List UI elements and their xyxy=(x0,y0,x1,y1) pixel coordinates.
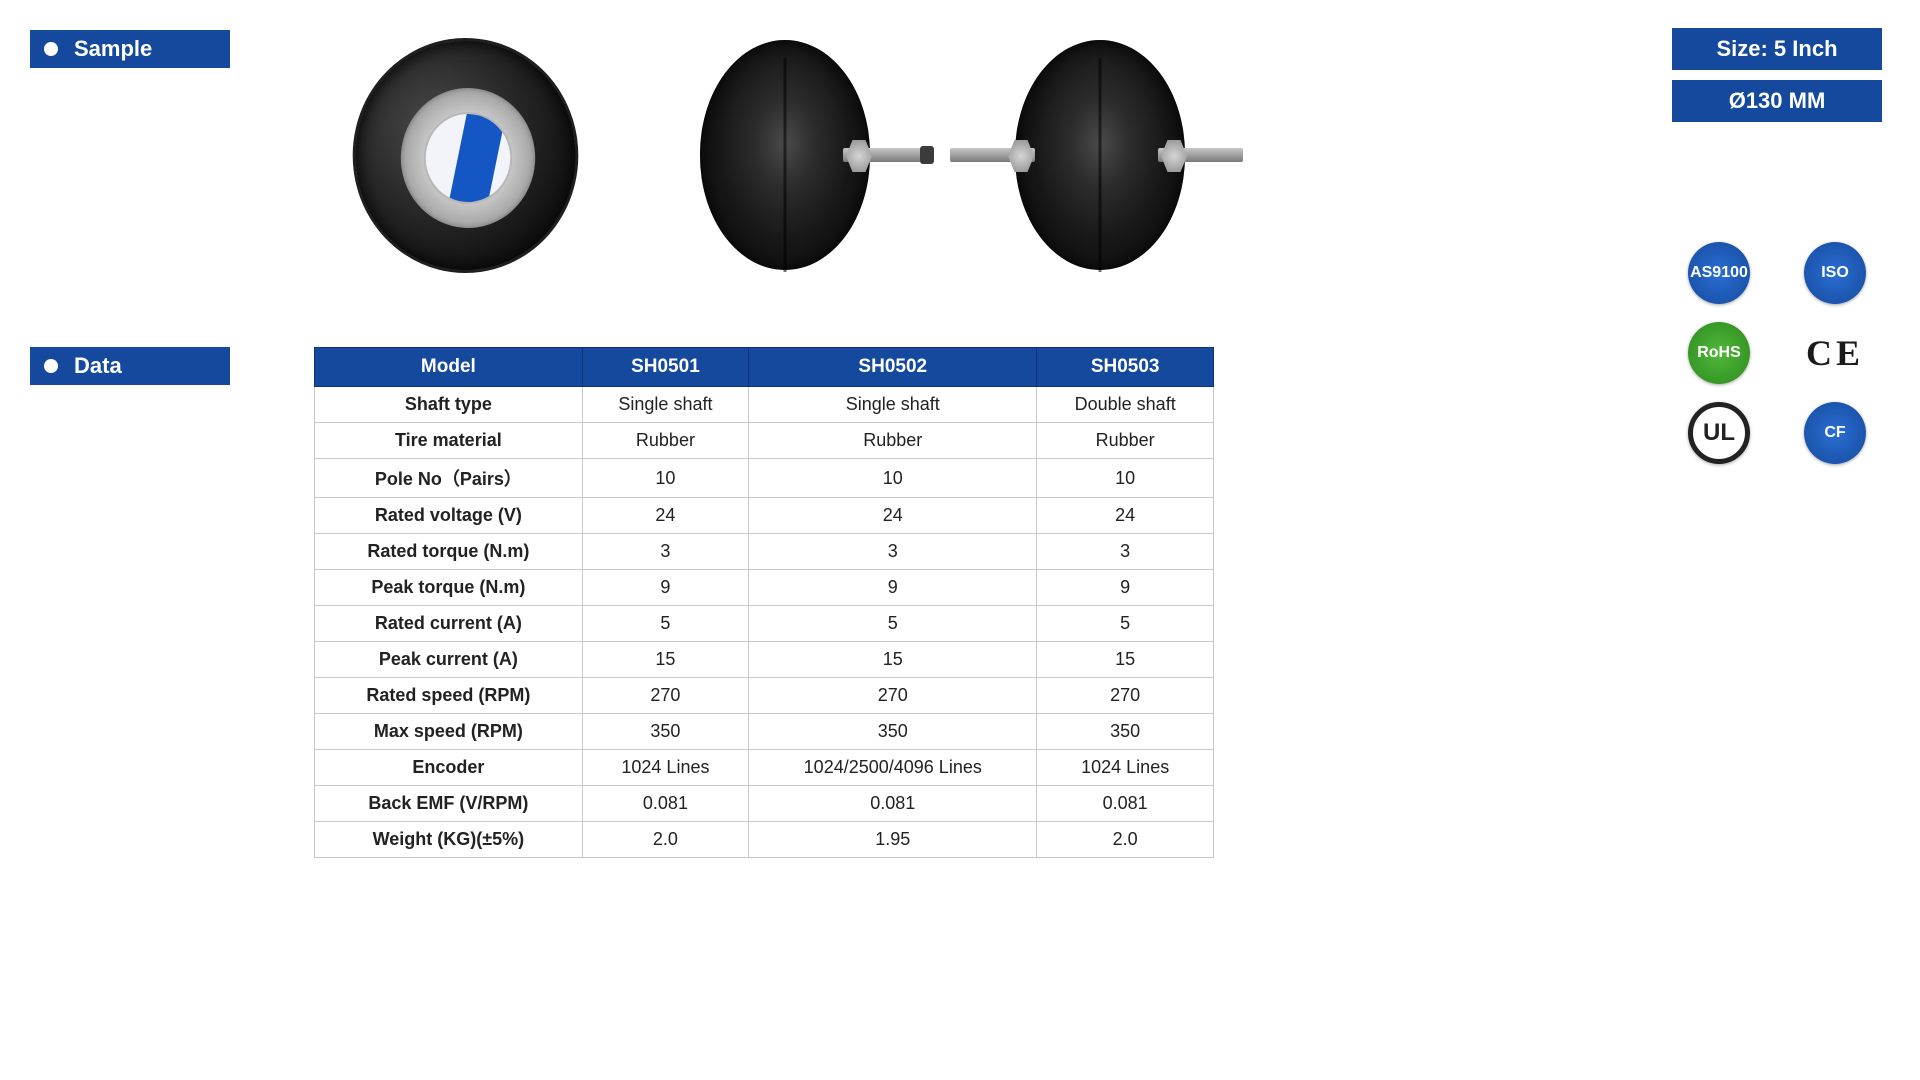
param-name: Max speed (RPM) xyxy=(315,714,583,750)
param-value: 270 xyxy=(1037,678,1214,714)
table-row: Rated speed (RPM)270270270 xyxy=(315,678,1214,714)
param-value: 9 xyxy=(749,570,1037,606)
param-value: 1.95 xyxy=(749,822,1037,858)
product-images-row xyxy=(310,30,1890,285)
param-value: Rubber xyxy=(749,423,1037,459)
param-value: 2.0 xyxy=(1037,822,1214,858)
param-value: 2.0 xyxy=(582,822,748,858)
param-value: 1024 Lines xyxy=(582,750,748,786)
data-badge: Data xyxy=(30,347,230,385)
param-value: 350 xyxy=(1037,714,1214,750)
diameter-badge: Ø130 MM xyxy=(1672,80,1882,122)
cert-ce-icon: CE xyxy=(1806,322,1864,384)
param-name: Rated current (A) xyxy=(315,606,583,642)
param-value: 15 xyxy=(1037,642,1214,678)
param-name: Encoder xyxy=(315,750,583,786)
param-value: Rubber xyxy=(582,423,748,459)
param-value: Single shaft xyxy=(749,387,1037,423)
cert-cf-icon: CF xyxy=(1804,402,1866,464)
table-row: Encoder1024 Lines1024/2500/4096 Lines102… xyxy=(315,750,1214,786)
param-value: 10 xyxy=(749,459,1037,498)
param-value: 0.081 xyxy=(1037,786,1214,822)
col-sh0502: SH0502 xyxy=(749,348,1037,387)
cert-ul-icon: UL xyxy=(1688,402,1750,464)
param-value: 24 xyxy=(582,498,748,534)
param-value: 350 xyxy=(582,714,748,750)
param-value: 5 xyxy=(749,606,1037,642)
param-name: Peak torque (N.m) xyxy=(315,570,583,606)
wheel-oblique-image xyxy=(340,30,595,285)
param-value: 3 xyxy=(1037,534,1214,570)
param-value: 1024 Lines xyxy=(1037,750,1214,786)
param-value: Rubber xyxy=(1037,423,1214,459)
table-row: Tire materialRubberRubberRubber xyxy=(315,423,1214,459)
param-value: 1024/2500/4096 Lines xyxy=(749,750,1037,786)
param-value: 10 xyxy=(582,459,748,498)
col-model: Model xyxy=(315,348,583,387)
table-row: Rated voltage (V)242424 xyxy=(315,498,1214,534)
cert-as9100-icon: AS9100 xyxy=(1688,242,1750,304)
param-name: Rated voltage (V) xyxy=(315,498,583,534)
param-name: Weight (KG)(±5%) xyxy=(315,822,583,858)
param-value: Single shaft xyxy=(582,387,748,423)
param-value: 5 xyxy=(582,606,748,642)
param-value: 10 xyxy=(1037,459,1214,498)
param-name: Peak current (A) xyxy=(315,642,583,678)
spec-table: Model SH0501 SH0502 SH0503 Shaft typeSin… xyxy=(314,347,1214,858)
size-badge: Size: 5 Inch xyxy=(1672,28,1882,70)
table-row: Max speed (RPM)350350350 xyxy=(315,714,1214,750)
param-value: 350 xyxy=(749,714,1037,750)
table-row: Weight (KG)(±5%)2.01.952.0 xyxy=(315,822,1214,858)
param-value: 3 xyxy=(582,534,748,570)
param-value: 5 xyxy=(1037,606,1214,642)
sample-label: Sample xyxy=(74,36,152,62)
table-row: Peak torque (N.m)999 xyxy=(315,570,1214,606)
param-value: 270 xyxy=(749,678,1037,714)
param-value: 270 xyxy=(582,678,748,714)
param-name: Rated speed (RPM) xyxy=(315,678,583,714)
col-sh0501: SH0501 xyxy=(582,348,748,387)
param-name: Pole No（Pairs） xyxy=(315,459,583,498)
param-value: 24 xyxy=(749,498,1037,534)
param-name: Rated torque (N.m) xyxy=(315,534,583,570)
data-label: Data xyxy=(74,353,122,379)
param-value: Double shaft xyxy=(1037,387,1214,423)
param-value: 3 xyxy=(749,534,1037,570)
table-row: Rated torque (N.m)333 xyxy=(315,534,1214,570)
table-row: Rated current (A)555 xyxy=(315,606,1214,642)
sample-badge: Sample xyxy=(30,30,230,68)
table-row: Back EMF (V/RPM)0.0810.0810.081 xyxy=(315,786,1214,822)
param-name: Shaft type xyxy=(315,387,583,423)
param-value: 15 xyxy=(749,642,1037,678)
wheel-side-double-shaft-image xyxy=(970,30,1225,285)
table-row: Shaft typeSingle shaftSingle shaftDouble… xyxy=(315,387,1214,423)
table-header-row: Model SH0501 SH0502 SH0503 xyxy=(315,348,1214,387)
param-value: 24 xyxy=(1037,498,1214,534)
certifications: AS9100 ISO RoHS CE UL CF xyxy=(1672,242,1882,464)
table-row: Pole No（Pairs）101010 xyxy=(315,459,1214,498)
param-value: 0.081 xyxy=(582,786,748,822)
data-section: Data Model SH0501 SH0502 SH0503 Shaft ty… xyxy=(30,347,1890,858)
bullet-icon xyxy=(44,359,58,373)
col-sh0503: SH0503 xyxy=(1037,348,1214,387)
cert-rohs-icon: RoHS xyxy=(1688,322,1750,384)
param-value: 9 xyxy=(582,570,748,606)
cert-iso-icon: ISO xyxy=(1804,242,1866,304)
right-info-column: Size: 5 Inch Ø130 MM AS9100 ISO RoHS CE … xyxy=(1672,28,1882,464)
param-value: 15 xyxy=(582,642,748,678)
bullet-icon xyxy=(44,42,58,56)
param-value: 0.081 xyxy=(749,786,1037,822)
wheel-side-right-shaft-image xyxy=(655,30,910,285)
sample-section: Sample xyxy=(30,30,1890,285)
param-value: 9 xyxy=(1037,570,1214,606)
table-row: Peak current (A)151515 xyxy=(315,642,1214,678)
param-name: Tire material xyxy=(315,423,583,459)
param-name: Back EMF (V/RPM) xyxy=(315,786,583,822)
